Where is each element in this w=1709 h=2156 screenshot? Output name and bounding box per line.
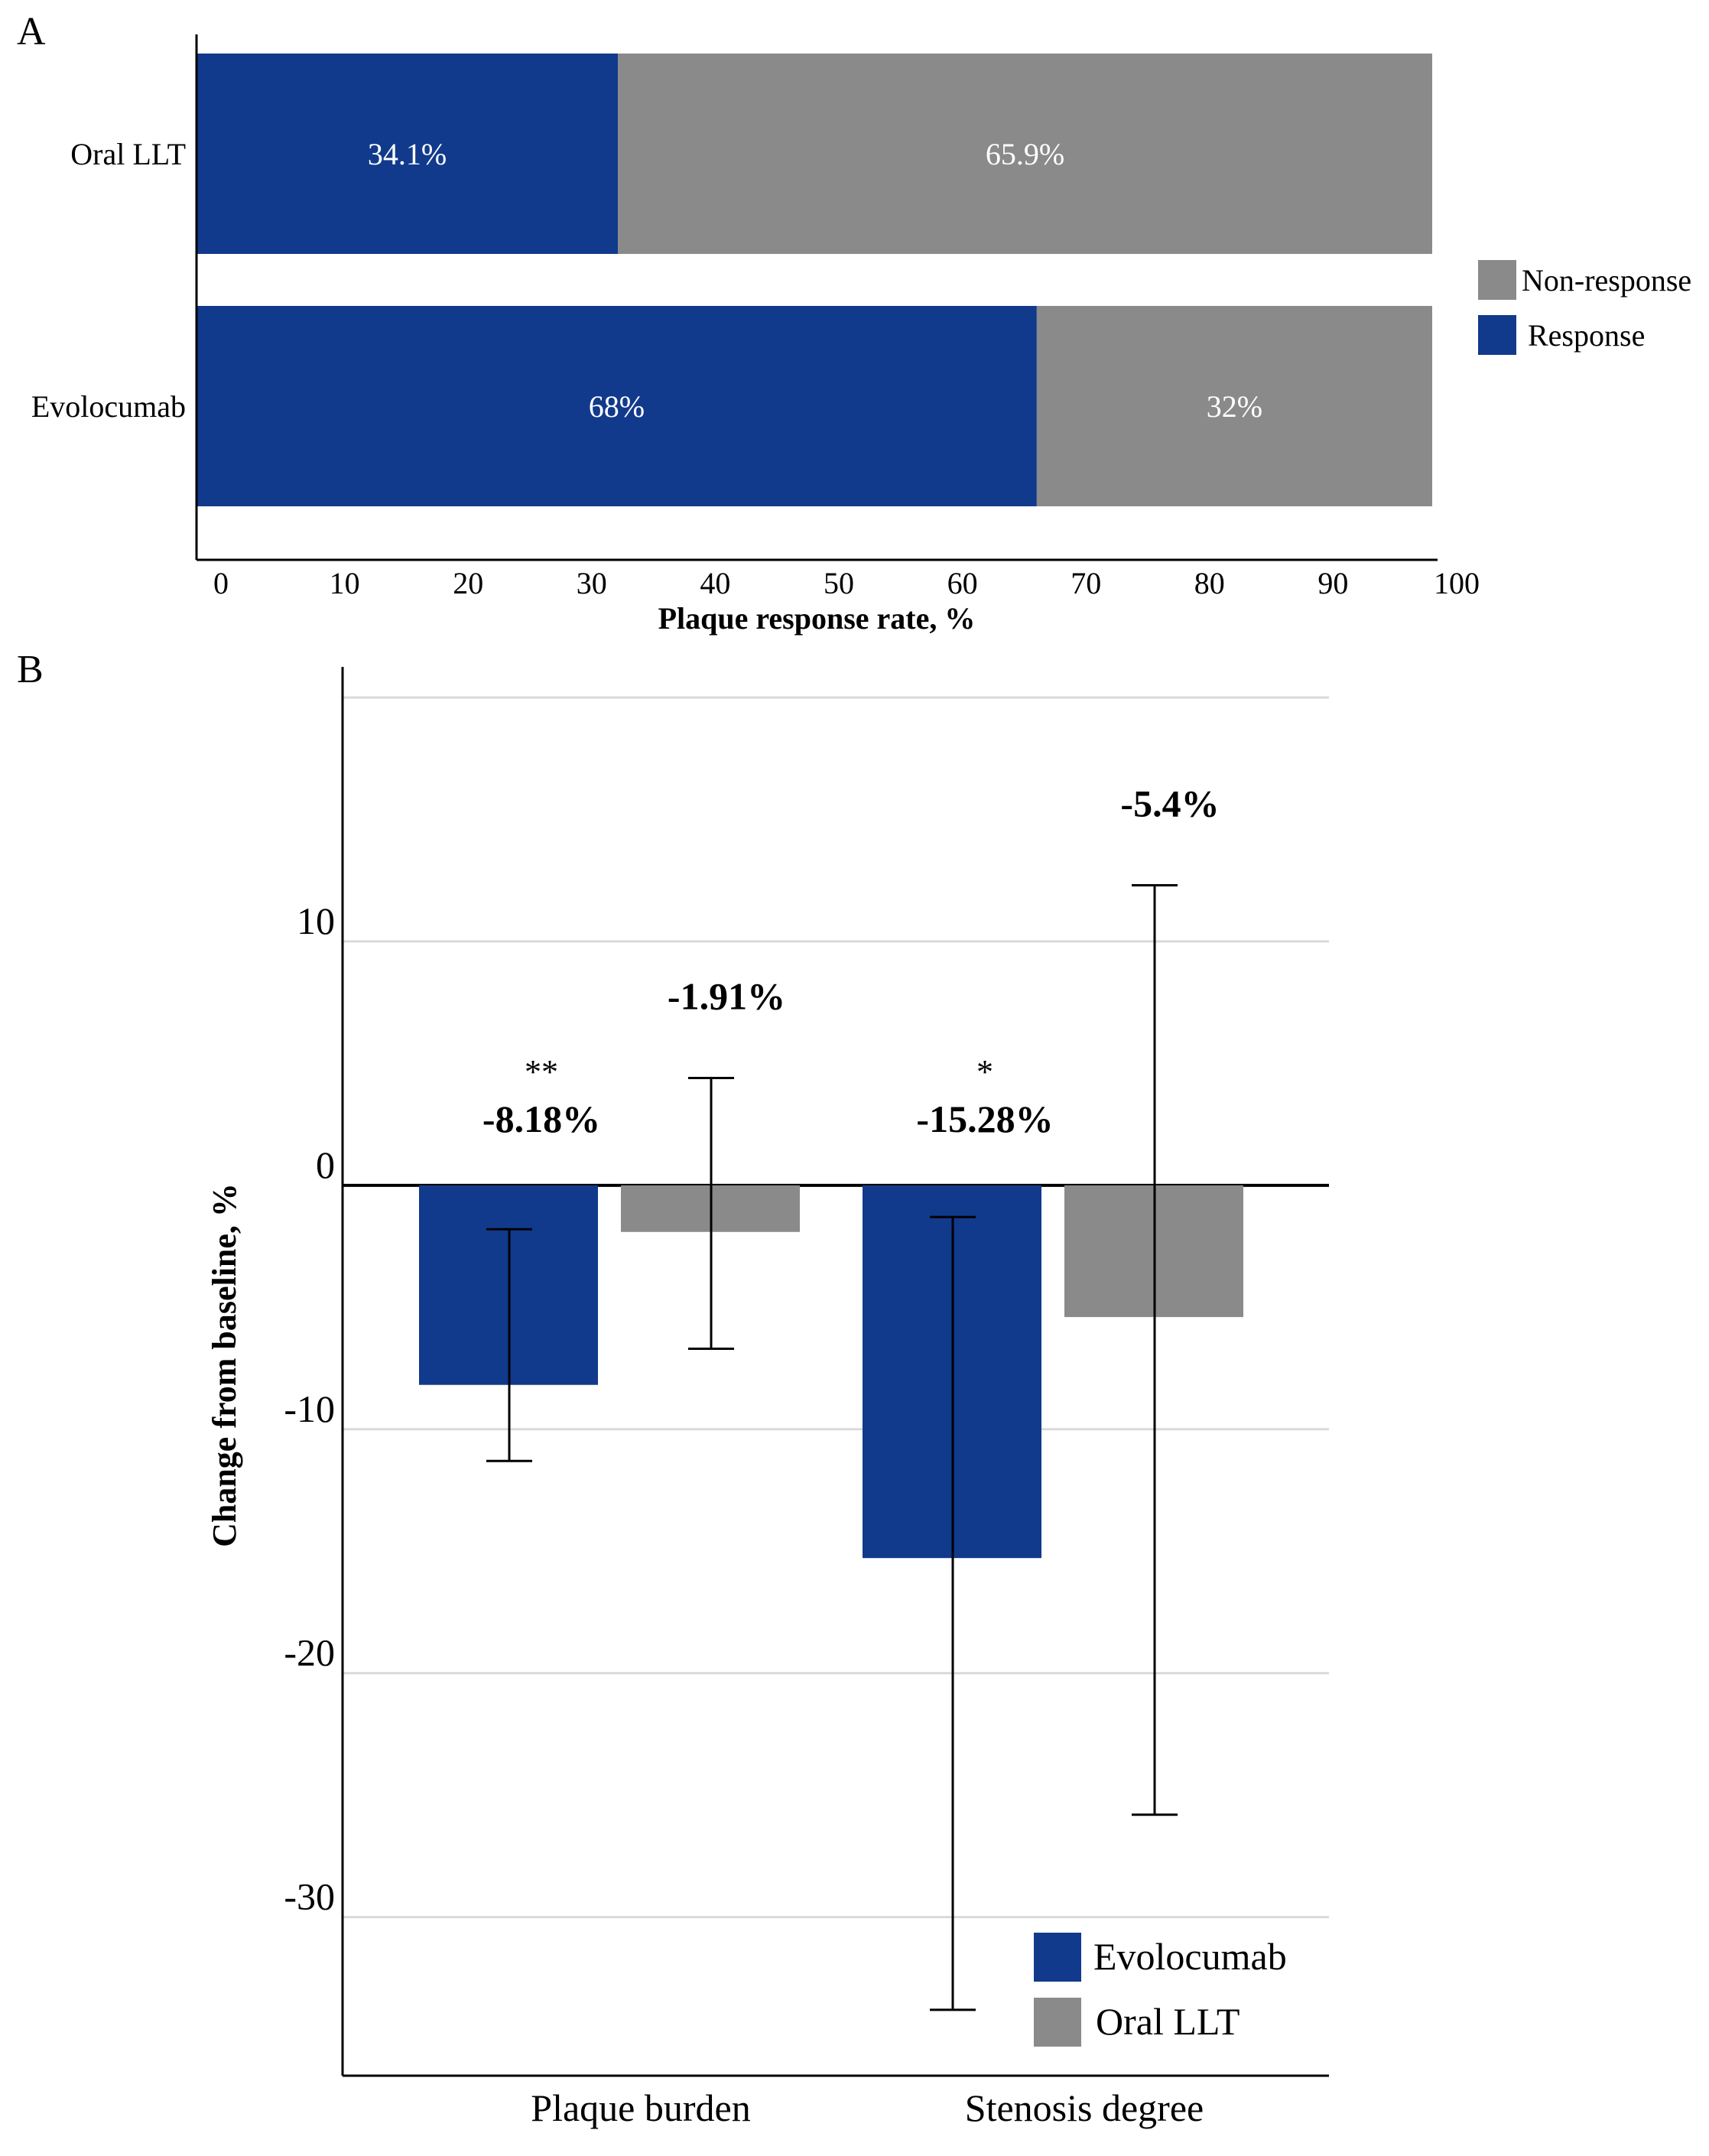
x-tick-label-40: 40 [700, 566, 730, 600]
data-label-response-oral-llt: 34.1% [368, 137, 447, 171]
y-tick-label-10: 10 [297, 899, 335, 942]
data-label-oral-llt-stenosis-degree: -5.4% [1120, 782, 1219, 825]
y-tick-label-0: 0 [316, 1143, 335, 1186]
x-tick-label-0: 0 [213, 566, 229, 600]
legend-swatch-non-response [1478, 260, 1516, 300]
data-label-evolocumab-plaque-burden: -8.18% [482, 1098, 600, 1140]
legend-label-oral-llt: Oral LLT [1096, 2000, 1240, 2043]
x-tick-label-90: 90 [1317, 566, 1348, 600]
x-tick-label-60: 60 [947, 566, 978, 600]
legend-label-response: Response [1528, 318, 1645, 353]
bar-response-evolocumab [197, 306, 1037, 506]
a-x-axis-label: Plaque response rate, % [658, 601, 976, 636]
x-tick-label-20: 20 [453, 566, 483, 600]
significance-marker-evolocumab-plaque-burden: ** [525, 1053, 558, 1091]
x-tick-label-80: 80 [1194, 566, 1225, 600]
bar-response-oral-llt [197, 54, 619, 254]
bar-non-response-evolocumab [1036, 306, 1432, 506]
data-label-non-response-evolocumab: 32% [1207, 389, 1262, 424]
x-tick-label-70: 70 [1071, 566, 1101, 600]
panel-b-letter: B [17, 648, 44, 691]
category-label-plaque-burden: Plaque burden [531, 2086, 750, 2129]
y-tick-label-10: -10 [284, 1387, 335, 1430]
legend-swatch-evolocumab [1034, 1933, 1081, 1982]
data-label-oral-llt-plaque-burden: -1.91% [668, 975, 785, 1018]
y-tick-label-30: -30 [284, 1875, 335, 1918]
category-label-evolocumab: Evolocumab [31, 389, 186, 424]
category-label-stenosis-degree: Stenosis degree [965, 2086, 1204, 2129]
panel-b-bar-chart: B -8.18% ** -1.91% -15.28% * -5.4% 10 0 -10 -20 -… [17, 648, 1329, 2129]
x-tick-label-50: 50 [824, 566, 854, 600]
legend-swatch-response [1478, 315, 1516, 355]
data-label-response-evolocumab: 68% [589, 389, 645, 424]
x-tick-label-10: 10 [330, 566, 360, 600]
x-tick-label-30: 30 [577, 566, 607, 600]
b-y-axis-label: Change from baseline, % [206, 1183, 243, 1547]
category-label-oral-llt: Oral LLT [70, 137, 186, 171]
panel-a-letter: A [17, 10, 46, 54]
panel-a-stacked-bar-chart: A 34.1% 65.9% 68% 32% 0 10 20 30 40 50 60 70 80 90 10… [17, 10, 1691, 636]
data-label-non-response-oral-llt: 65.9% [986, 137, 1064, 171]
legend-label-evolocumab: Evolocumab [1093, 1935, 1287, 1978]
data-label-evolocumab-stenosis-degree: -15.28% [916, 1098, 1053, 1140]
x-tick-label-100: 100 [1434, 566, 1480, 600]
y-tick-label-20: -20 [284, 1631, 335, 1674]
legend-label-non-response: Non-response [1522, 263, 1691, 298]
bar-non-response-oral-llt [618, 54, 1432, 254]
panel-a-legend: Non-response Response [1478, 260, 1691, 355]
legend-swatch-oral-llt [1034, 1998, 1081, 2047]
significance-marker-evolocumab-stenosis-degree: * [976, 1053, 993, 1091]
panel-b-legend: Evolocumab Oral LLT [1034, 1933, 1287, 2047]
